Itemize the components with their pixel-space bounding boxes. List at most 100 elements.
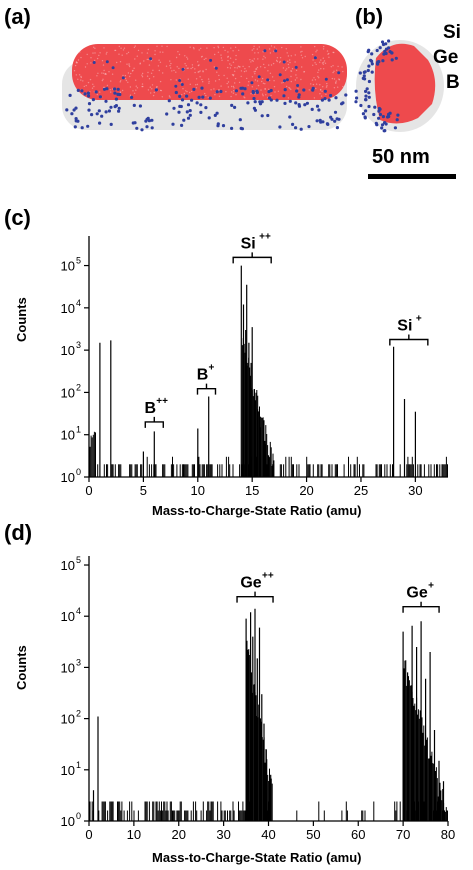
b-atom (266, 113, 270, 118)
annotation-label-1: B (197, 367, 209, 384)
b-atom (188, 113, 192, 117)
ge-atom (290, 88, 292, 91)
ge-atom (332, 51, 334, 54)
ge-atom (319, 84, 321, 86)
ge-atom (233, 74, 235, 76)
ge-atom (310, 83, 312, 85)
ge-atom (234, 82, 236, 84)
ge-atom (252, 60, 254, 62)
y-tick-label: 10 (61, 385, 75, 400)
ge-atom (231, 74, 234, 76)
ge-atom (251, 49, 253, 51)
b-atom (315, 104, 320, 108)
scale-bar-label: 50 nm (372, 146, 430, 168)
b-atom (113, 91, 117, 95)
b-atom (80, 89, 84, 93)
ge-atom (218, 78, 220, 81)
ge-atom (319, 93, 321, 95)
ge-atom (218, 89, 220, 91)
y-tick-label: 10 (61, 558, 75, 573)
b-atom (104, 99, 108, 103)
ge-atom (201, 78, 203, 81)
b-atom (216, 124, 220, 128)
ge-atom (265, 94, 267, 96)
ge-atom (255, 68, 257, 70)
y-tick-label: 10 (61, 428, 75, 443)
b-atom (199, 103, 203, 107)
ge-atom (125, 79, 128, 82)
ge-atom (281, 82, 283, 84)
b-atom (302, 88, 306, 92)
b-atom (174, 90, 178, 95)
b-atom (87, 102, 92, 106)
ge-atom (234, 67, 236, 69)
b-atom (181, 67, 185, 71)
ge-atom (109, 89, 111, 91)
b-atom (283, 88, 287, 92)
b-atom (214, 66, 218, 70)
ge-atom (264, 57, 266, 59)
ge-atom (101, 79, 104, 82)
b-atom (358, 71, 362, 75)
annotation-sup-0: ++ (156, 396, 168, 407)
ge-atom (229, 67, 232, 69)
ge-atom (186, 67, 188, 70)
ge-atom (249, 59, 251, 61)
b-atom (367, 91, 371, 95)
b-atom (283, 79, 286, 83)
ge-atom (235, 58, 237, 61)
ge-atom (199, 76, 201, 78)
ge-atom (146, 75, 149, 77)
b-atom (114, 97, 118, 101)
ge-atom (202, 71, 204, 73)
b-atom (102, 87, 107, 91)
ge-atom (106, 84, 109, 87)
ge-atom (141, 74, 143, 76)
ge-atom (175, 56, 178, 59)
ge-atom (86, 63, 88, 65)
b-atom (105, 87, 109, 91)
ge-atom (213, 47, 215, 49)
x-tick-label: 30 (216, 827, 230, 842)
ge-atom (153, 76, 155, 78)
ge-atom (171, 70, 173, 72)
y-tick-exponent: 4 (76, 606, 81, 616)
ge-atom (268, 64, 270, 66)
ge-atom (178, 67, 180, 70)
b-atom (171, 122, 175, 126)
b-atom (297, 95, 301, 99)
ge-atom (82, 80, 84, 82)
b-atom (318, 118, 322, 122)
ge-atom (320, 68, 322, 70)
ge-atom (256, 48, 258, 50)
ge-atom (314, 62, 316, 64)
ge-atom (116, 61, 118, 64)
b-atom (294, 101, 298, 105)
ge-atom (91, 87, 94, 89)
ge-atom (317, 75, 319, 78)
ge-atom (204, 92, 206, 95)
b-atom (296, 84, 300, 87)
ge-atom (229, 57, 232, 59)
b-atom (263, 49, 267, 53)
ge-atom (338, 79, 341, 81)
ge-atom (198, 49, 200, 51)
ge-atom (235, 94, 237, 96)
ge-atom (238, 49, 240, 51)
ge-atom (205, 94, 207, 97)
b-atom (396, 113, 400, 117)
b-atom (215, 90, 219, 94)
ge-atom (244, 68, 246, 70)
ge-atom (119, 91, 122, 93)
ge-atom (288, 66, 290, 69)
ge-atom (295, 69, 298, 72)
ge-atom (279, 57, 282, 59)
b-atom (362, 74, 366, 78)
ge-atom (122, 49, 125, 51)
b-atom (283, 101, 287, 105)
ge-atom (120, 47, 122, 49)
ge-atom (330, 66, 332, 68)
ge-atom (263, 55, 265, 57)
b-atom (138, 104, 142, 108)
annotation-sup-1: + (208, 363, 214, 374)
